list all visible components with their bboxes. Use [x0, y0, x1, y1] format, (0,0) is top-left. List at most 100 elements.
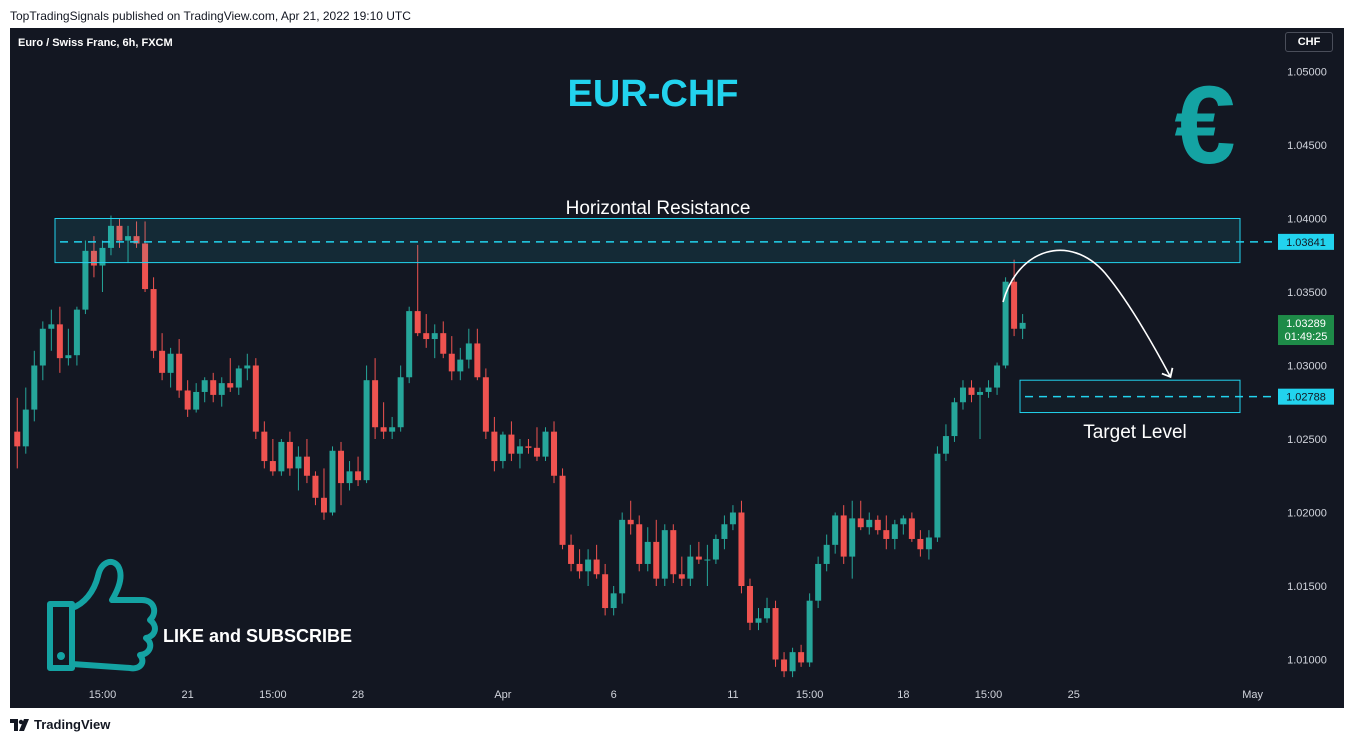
candle[interactable]: [729, 505, 736, 531]
chart-panel[interactable]: 1.05000 1.04500 1.04000 1.03500 1.03000 1.025…: [10, 28, 1344, 708]
candle[interactable]: [627, 500, 634, 535]
candle[interactable]: [363, 365, 370, 484]
candle[interactable]: [320, 468, 327, 520]
candle[interactable]: [755, 608, 762, 631]
candle[interactable]: [951, 397, 958, 442]
candle[interactable]: [942, 424, 949, 462]
candle[interactable]: [925, 530, 932, 560]
candle[interactable]: [849, 500, 856, 579]
candle[interactable]: [355, 456, 362, 487]
candle[interactable]: [90, 236, 97, 278]
candle[interactable]: [346, 461, 353, 491]
candle[interactable]: [959, 380, 966, 410]
candle[interactable]: [499, 431, 506, 469]
candle[interactable]: [125, 225, 132, 263]
candle[interactable]: [653, 519, 660, 586]
resistance-zone[interactable]: [54, 218, 1241, 264]
candle[interactable]: [857, 500, 864, 531]
candle[interactable]: [874, 515, 881, 535]
candle[interactable]: [1002, 277, 1009, 369]
candle[interactable]: [159, 333, 166, 381]
candle[interactable]: [82, 240, 89, 315]
candle[interactable]: [781, 652, 788, 678]
candle[interactable]: [576, 549, 583, 579]
candle[interactable]: [99, 240, 106, 292]
candle[interactable]: [934, 446, 941, 542]
candle[interactable]: [866, 512, 873, 535]
candle[interactable]: [806, 593, 813, 667]
projection-arrow[interactable]: [1002, 249, 1174, 379]
candle[interactable]: [568, 534, 575, 572]
candle[interactable]: [900, 515, 907, 535]
candle[interactable]: [372, 358, 379, 439]
candle[interactable]: [678, 556, 685, 586]
candle[interactable]: [619, 512, 626, 604]
candle[interactable]: [414, 244, 421, 337]
candle[interactable]: [644, 527, 651, 572]
candle[interactable]: [286, 431, 293, 476]
candle[interactable]: [695, 541, 702, 564]
candle[interactable]: [738, 500, 745, 594]
candle[interactable]: [423, 314, 430, 348]
currency-button[interactable]: CHF: [1285, 32, 1333, 52]
candle[interactable]: [312, 471, 319, 506]
candle[interactable]: [65, 328, 72, 366]
candle[interactable]: [465, 328, 472, 369]
candle[interactable]: [772, 600, 779, 667]
candle[interactable]: [1019, 314, 1026, 340]
candle[interactable]: [1011, 259, 1018, 337]
candle[interactable]: [721, 515, 728, 550]
candle[interactable]: [593, 544, 600, 579]
candle[interactable]: [142, 221, 149, 292]
candle[interactable]: [516, 439, 523, 469]
candle[interactable]: [508, 421, 515, 462]
candle[interactable]: [235, 365, 242, 395]
candle[interactable]: [167, 347, 174, 388]
candle[interactable]: [31, 350, 38, 422]
candle[interactable]: [533, 427, 540, 462]
candle[interactable]: [551, 421, 558, 484]
candle[interactable]: [815, 556, 822, 609]
candle[interactable]: [977, 387, 984, 439]
candle[interactable]: [968, 380, 975, 403]
candle[interactable]: [218, 377, 225, 407]
candle[interactable]: [295, 446, 302, 491]
candle[interactable]: [338, 441, 345, 506]
candle[interactable]: [397, 365, 404, 432]
candle[interactable]: [184, 380, 191, 417]
candle[interactable]: [798, 644, 805, 667]
candle[interactable]: [269, 439, 276, 476]
candle[interactable]: [440, 321, 447, 359]
candle[interactable]: [389, 416, 396, 439]
candle[interactable]: [48, 309, 55, 351]
candle[interactable]: [406, 306, 413, 384]
candle[interactable]: [917, 530, 924, 557]
candle[interactable]: [712, 534, 719, 564]
candle[interactable]: [210, 372, 217, 403]
candle[interactable]: [994, 362, 1001, 395]
candle[interactable]: [431, 324, 438, 359]
candle[interactable]: [823, 534, 830, 572]
candle[interactable]: [201, 377, 208, 403]
candle[interactable]: [891, 519, 898, 550]
candle[interactable]: [687, 544, 694, 586]
candle[interactable]: [610, 586, 617, 616]
candle[interactable]: [133, 221, 140, 248]
candle[interactable]: [107, 215, 114, 256]
candle[interactable]: [329, 446, 336, 516]
candle[interactable]: [150, 277, 157, 359]
candle[interactable]: [670, 524, 677, 584]
candle[interactable]: [542, 427, 549, 462]
candle[interactable]: [278, 439, 285, 476]
candlestick-chart[interactable]: 1.05000 1.04500 1.04000 1.03500 1.03000 1.025…: [10, 28, 1344, 708]
candle[interactable]: [883, 515, 890, 550]
candle[interactable]: [840, 505, 847, 564]
candle[interactable]: [704, 544, 711, 586]
candle[interactable]: [491, 416, 498, 472]
candle[interactable]: [832, 512, 839, 554]
brand-label[interactable]: TradingView: [34, 717, 111, 732]
candle[interactable]: [525, 439, 532, 454]
candle[interactable]: [457, 347, 464, 381]
candle[interactable]: [380, 402, 387, 439]
candle[interactable]: [116, 218, 123, 248]
